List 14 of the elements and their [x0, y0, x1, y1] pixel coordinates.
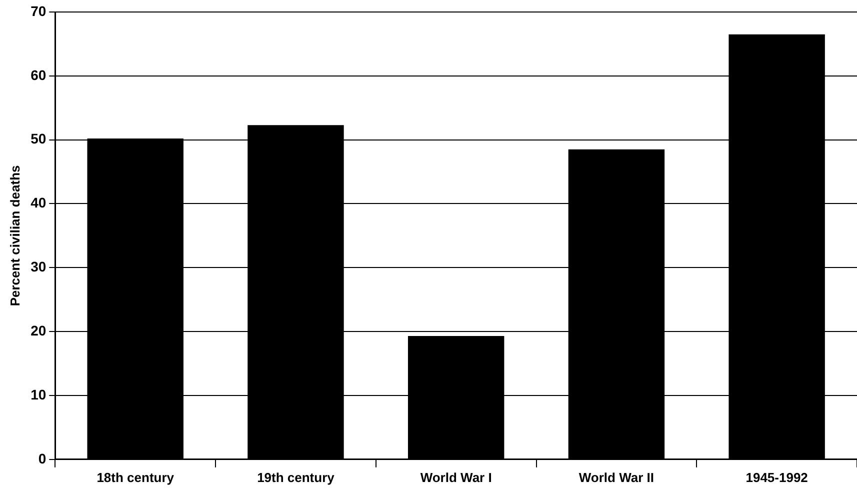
- x-tick-label: 19th century: [257, 470, 336, 485]
- x-tick-label: 18th century: [96, 470, 175, 485]
- y-tick-label: 0: [38, 450, 46, 466]
- y-tick-label: 20: [30, 322, 46, 338]
- y-tick-label: 10: [30, 386, 46, 402]
- x-tick-label: 1945-1992: [746, 470, 808, 485]
- y-tick-label: 30: [30, 258, 46, 275]
- x-tick-label: World War II: [578, 470, 654, 485]
- y-tick-label: 70: [30, 2, 46, 19]
- y-axis-title: Percent civilian deaths: [7, 165, 22, 306]
- y-tick-label: 40: [30, 194, 46, 211]
- y-tick-label: 60: [30, 66, 46, 83]
- y-tick-label: 50: [30, 130, 46, 147]
- x-tick-label: World War I: [420, 470, 492, 485]
